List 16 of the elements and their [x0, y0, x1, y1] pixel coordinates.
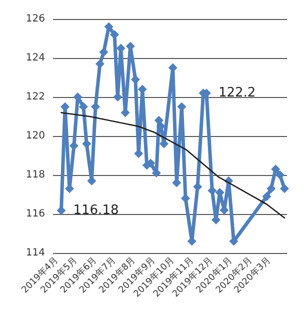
point	[95, 59, 104, 68]
y-tick-label: 118	[26, 170, 45, 180]
point	[99, 48, 108, 57]
point	[262, 192, 272, 201]
y-tick-label: 114	[26, 248, 45, 258]
y-tick-label: 126	[26, 14, 45, 24]
annotation: 122.2	[218, 86, 256, 101]
y-tick-label: 120	[26, 130, 45, 142]
point	[266, 184, 276, 194]
line-series	[60, 112, 286, 219]
point	[276, 170, 285, 180]
annotation: 116.18	[73, 202, 119, 218]
point	[280, 184, 289, 194]
y-tick-label: 116	[26, 208, 45, 220]
y-tick-label: 122	[26, 92, 45, 102]
y-tick-label: 124	[26, 52, 45, 64]
